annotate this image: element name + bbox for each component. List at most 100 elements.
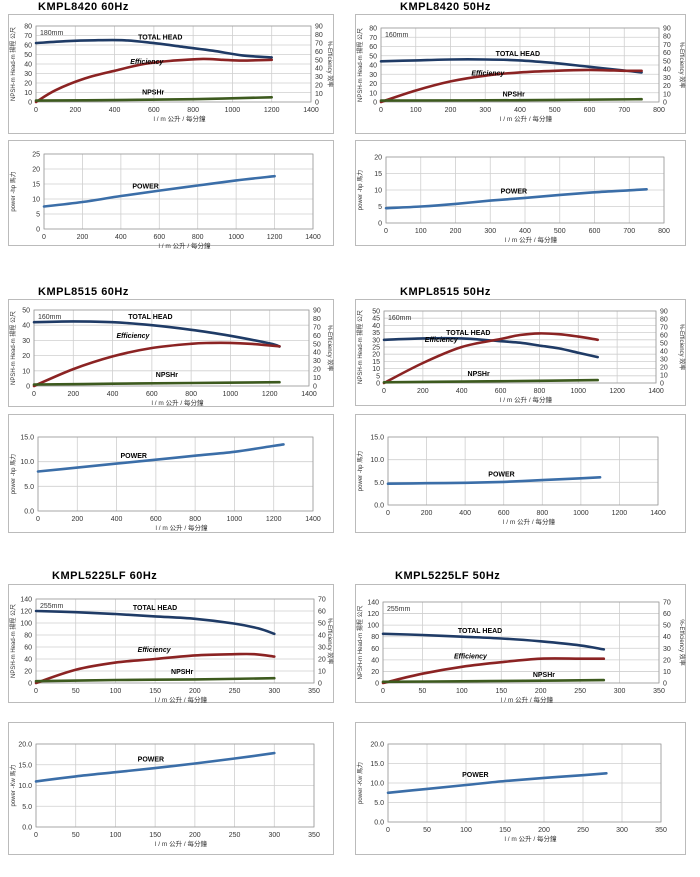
series-label-efficiency: Efficiency <box>454 654 488 661</box>
x-tick-label: 1200 <box>262 391 278 398</box>
y-right-tick-label: 90 <box>315 24 323 31</box>
y-tick-label: 15 <box>374 171 382 178</box>
x-axis-title: l / m 公升 / 每分鐘 <box>503 517 556 526</box>
x-tick-label: 150 <box>499 827 511 834</box>
plot-area <box>37 436 314 512</box>
series-line-npshr <box>379 97 643 102</box>
series-line-total-head <box>34 38 273 59</box>
series-label-npshr: NPSHr <box>468 371 490 378</box>
series-label-total-head: TOTAL HEAD <box>138 34 182 41</box>
y-right-tick-label: 0 <box>315 100 319 107</box>
x-tick-label: 1000 <box>573 510 589 517</box>
y-right-axis-title: %-Efficiency 效率 <box>678 324 686 371</box>
y-tick-label: 15 <box>32 182 40 189</box>
y-axis-title: power -hp 馬力 <box>356 451 364 491</box>
y-tick-label: 20 <box>369 81 377 88</box>
x-tick-label: 250 <box>577 827 589 834</box>
x-tick-label: 800 <box>187 107 199 114</box>
y-tick-label: 10.0 <box>370 781 384 788</box>
x-tick-label: 100 <box>456 688 468 695</box>
y-tick-label: 30 <box>22 338 30 345</box>
chart-frame <box>8 14 334 134</box>
x-axis-title: l / m 公升 / 每分鐘 <box>500 114 553 123</box>
y-right-tick-label: 50 <box>663 623 671 630</box>
x-tick-label: 400 <box>519 228 531 235</box>
chart-frame <box>8 140 334 246</box>
x-tick-label: 500 <box>549 107 561 114</box>
y-right-tick-label: 10 <box>663 91 671 98</box>
y-tick-label: 5.0 <box>374 480 384 487</box>
y-tick-label: 120 <box>20 609 32 616</box>
x-tick-label: 200 <box>69 107 81 114</box>
y-right-tick-label: 20 <box>663 83 671 90</box>
panel-title: KMPL8515 60Hz <box>38 286 129 298</box>
series-label-total-head: TOTAL HEAD <box>458 628 502 635</box>
panel-title: KMPL8420 50Hz <box>400 1 491 13</box>
x-tick-label: 800 <box>658 228 670 235</box>
x-tick-label: 400 <box>456 388 468 395</box>
impeller-size-annotation: 160mm <box>388 315 412 322</box>
x-tick-label: 800 <box>534 388 546 395</box>
x-tick-label: 0 <box>381 688 385 695</box>
y-right-tick-label: 0 <box>663 100 667 107</box>
series-line-efficiency <box>381 657 606 685</box>
y-tick-label: 15.0 <box>370 761 384 768</box>
y-tick-label: 35 <box>372 330 380 337</box>
y-tick-label: 0.0 <box>22 825 32 832</box>
y-right-tick-label: 20 <box>313 367 321 374</box>
x-tick-label: 200 <box>71 516 83 523</box>
y-tick-label: 40 <box>369 63 377 70</box>
x-tick-label: 350 <box>308 832 320 839</box>
x-tick-label: 800 <box>185 391 197 398</box>
x-tick-label: 1200 <box>267 234 283 241</box>
panel-title: KMPL5225LF 50Hz <box>395 570 501 582</box>
x-tick-label: 600 <box>498 510 510 517</box>
series-label-total-head: TOTAL HEAD <box>128 314 172 321</box>
x-tick-label: 700 <box>623 228 635 235</box>
y-right-axis-title: %-Efficiency 效率 <box>326 41 334 88</box>
y-tick-label: 40 <box>24 62 32 69</box>
y-right-tick-label: 60 <box>313 333 321 340</box>
y-tick-label: 20 <box>24 81 32 88</box>
y-tick-label: 70 <box>369 35 377 42</box>
x-tick-label: 800 <box>536 510 548 517</box>
y-tick-label: 5.0 <box>374 800 384 807</box>
y-tick-label: 30 <box>372 337 380 344</box>
y-tick-label: 140 <box>20 597 32 604</box>
y-tick-label: 5 <box>376 373 380 380</box>
panel-title: KMPL8420 60Hz <box>38 1 129 13</box>
y-right-tick-label: 20 <box>315 83 323 90</box>
series-label-power: POWER <box>138 756 164 763</box>
x-tick-label: 300 <box>268 688 280 695</box>
x-tick-label: 100 <box>410 107 422 114</box>
chart-frame <box>355 140 686 246</box>
impeller-size-annotation: 180mm <box>40 30 64 37</box>
plot-area <box>35 598 315 684</box>
series-label-power: POWER <box>132 184 158 191</box>
y-tick-label: 5.0 <box>22 804 32 811</box>
y-tick-label: 25 <box>372 345 380 352</box>
y-tick-label: 20 <box>24 669 32 676</box>
x-tick-label: 0 <box>386 510 390 517</box>
x-tick-label: 0 <box>386 827 390 834</box>
x-tick-label: 0 <box>36 516 40 523</box>
y-axis-title: power -Kw 馬力 <box>356 762 364 804</box>
x-tick-label: 200 <box>189 832 201 839</box>
x-tick-label: 600 <box>495 388 507 395</box>
x-tick-label: 150 <box>495 688 507 695</box>
y-right-tick-label: 20 <box>663 657 671 664</box>
x-tick-label: 200 <box>445 107 457 114</box>
y-axis-title: NPSH-m Head-m 揚程 公尺 <box>356 310 364 384</box>
y-tick-label: 0 <box>28 681 32 688</box>
plot-area <box>387 743 662 823</box>
plot-area <box>382 601 660 684</box>
x-tick-label: 100 <box>110 688 122 695</box>
y-right-tick-label: 90 <box>663 26 671 33</box>
series-label-power: POWER <box>462 772 488 779</box>
y-tick-label: 15 <box>372 359 380 366</box>
y-tick-label: 50 <box>369 53 377 60</box>
plot-area <box>33 309 310 387</box>
